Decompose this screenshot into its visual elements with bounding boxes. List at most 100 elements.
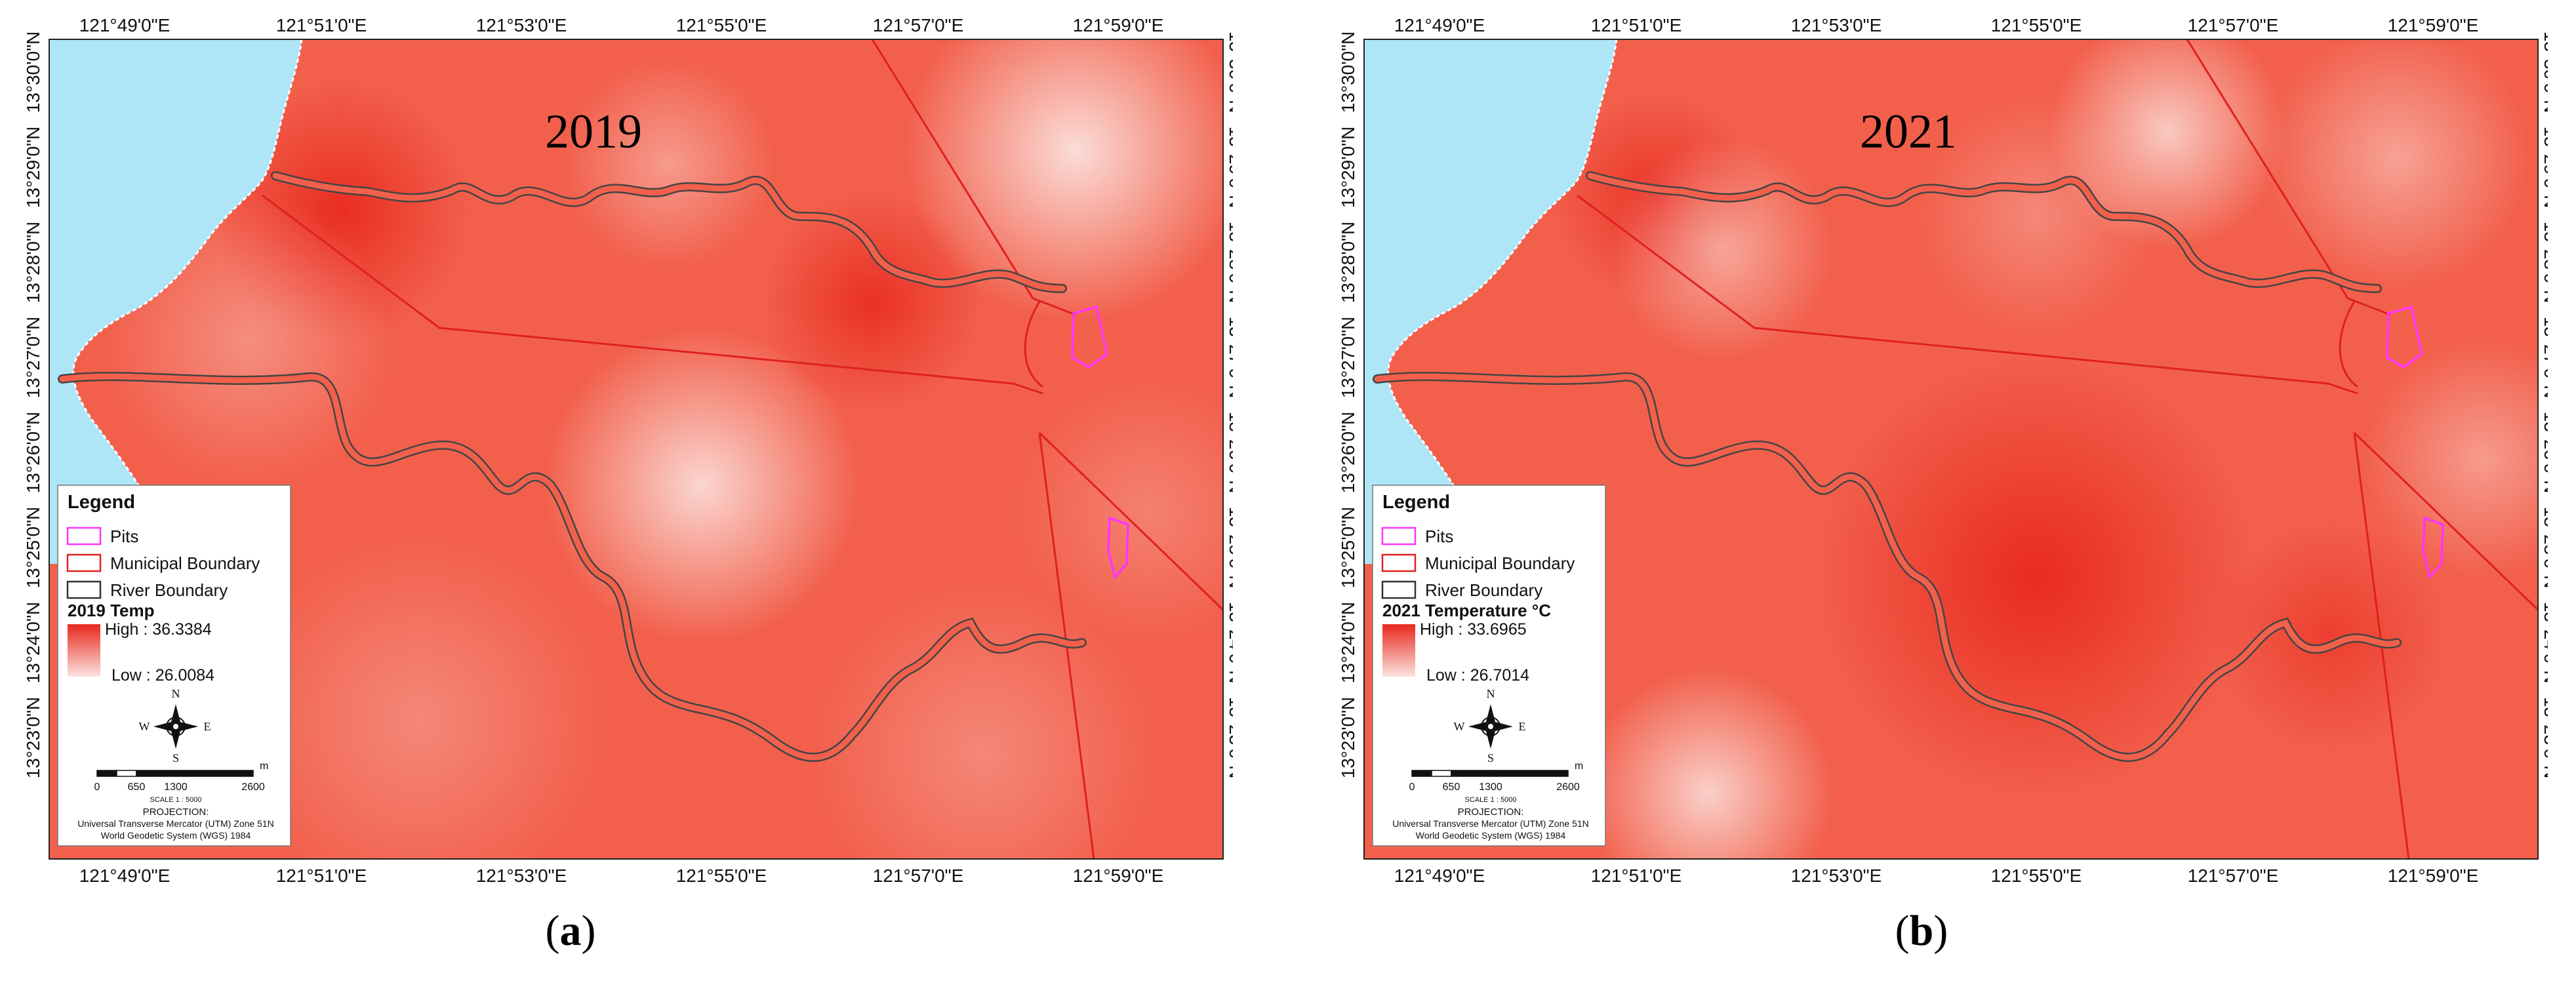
legend-item-2: River Boundary xyxy=(1425,580,1542,600)
scale-segment-0 xyxy=(1411,770,1432,777)
legend-ramp-title: 2021 Temperature °C xyxy=(1382,601,1551,620)
tick-right-2: 13°28'0"N xyxy=(2541,222,2548,304)
legend-swatch-0 xyxy=(66,527,102,546)
legend: Legend Pits Municipal Boundary River Bounda… xyxy=(57,485,291,847)
compass-s: S xyxy=(1487,751,1494,765)
map-panel-b: 2021 121°49'0"E 121°51'0"E 121°53'0"E 121°55… xyxy=(1315,0,2548,996)
municipal-boundary-2 xyxy=(2339,301,2358,388)
projection-title: PROJECTION: xyxy=(143,807,209,818)
tick-bottom-1: 121°51'0"E xyxy=(1591,866,1682,886)
scale-label-1: 650 xyxy=(1443,782,1460,793)
tick-right-6: 13°24'0"N xyxy=(1226,602,1233,684)
tick-bottom-2: 121°53'0"E xyxy=(476,866,567,886)
tick-top-4: 121°57'0"E xyxy=(873,15,964,35)
tick-top-2: 121°53'0"E xyxy=(476,15,567,35)
hotspot-0 xyxy=(1813,354,2259,800)
map-svg-a: 2019 121°49'0"E 121°51'0"E 121°53'0"E 121°55… xyxy=(23,15,1233,886)
coolspot-5 xyxy=(1610,138,1833,361)
municipal-boundary-5 xyxy=(2353,431,2538,611)
tick-right-5: 13°25'0"N xyxy=(1226,507,1233,589)
projection-line-2: World Geodetic System (WGS) 1984 xyxy=(101,830,251,841)
scale-ratio: SCALE 1 : 5000 xyxy=(1465,796,1517,804)
municipal-boundary-1 xyxy=(2347,297,2391,316)
caption-letter-b: b xyxy=(1909,907,1934,955)
municipal-boundary-3 xyxy=(1577,194,2329,385)
tick-right-1: 13°29'0"N xyxy=(1226,127,1233,209)
north-arrow-icon xyxy=(1468,704,1513,749)
tick-right-2: 13°28'0"N xyxy=(1226,222,1233,304)
coolspot-6 xyxy=(1584,669,1833,859)
hotspot-1 xyxy=(761,190,984,413)
scale-segment-2 xyxy=(136,770,176,777)
scale-segment-1 xyxy=(116,770,137,777)
coolspot-3 xyxy=(905,39,1223,321)
tick-right-0: 13°30'0"N xyxy=(2541,31,2548,113)
compass-n: N xyxy=(172,687,180,700)
tick-right-3: 13°27'0"N xyxy=(2541,317,2548,399)
municipal-boundary-0 xyxy=(871,39,1034,299)
legend-item-0: Pits xyxy=(110,527,138,546)
coastline xyxy=(72,39,303,538)
legend-swatch-2 xyxy=(66,580,102,599)
legend-swatch-2 xyxy=(1381,580,1417,599)
compass-s: S xyxy=(172,751,179,765)
scale-bar: 0 650 1300 2600 m xyxy=(94,761,269,793)
projection-line-1: Universal Transverse Mercator (UTM) Zone… xyxy=(77,818,274,829)
sea-area xyxy=(1364,39,1617,564)
sea-area xyxy=(49,39,302,564)
tick-top-3: 121°55'0"E xyxy=(1991,15,2082,35)
tick-bottom-0: 121°49'0"E xyxy=(1394,866,1485,886)
tick-bottom-3: 121°55'0"E xyxy=(676,866,767,886)
scale-label-0: 0 xyxy=(94,782,100,793)
coolspot-6 xyxy=(236,538,603,859)
scale-label-3: 2600 xyxy=(241,782,265,793)
legend-high: High : 36.3384 xyxy=(105,620,212,639)
tick-right-4: 13°26'0"N xyxy=(2541,412,2548,494)
hotspot-2 xyxy=(2213,518,2449,754)
municipal-boundary-2 xyxy=(1024,301,1043,388)
legend-title: Legend xyxy=(1382,492,1450,513)
legend-item-2: River Boundary xyxy=(110,580,228,600)
tick-left-2: 13°28'0"N xyxy=(23,222,43,304)
tick-top-5: 121°59'0"E xyxy=(2388,15,2479,35)
scale-segment-0 xyxy=(96,770,117,777)
tick-top-3: 121°55'0"E xyxy=(676,15,767,35)
scale-segment-3 xyxy=(1490,770,1569,777)
tick-left-4: 13°26'0"N xyxy=(1338,412,1358,494)
year-label: 2019 xyxy=(545,105,642,159)
caption-b: (b) xyxy=(1895,907,1948,955)
coolspot-7 xyxy=(813,584,1154,859)
tick-right-6: 13°24'0"N xyxy=(2541,602,2548,684)
scale-segment-3 xyxy=(175,770,254,777)
legend-ramp xyxy=(1382,624,1415,677)
projection-title: PROJECTION: xyxy=(1458,807,1524,818)
tick-top-0: 121°49'0"E xyxy=(79,15,171,35)
compass-w: W xyxy=(1454,720,1465,733)
scale-label-3: 2600 xyxy=(1556,782,1580,793)
pit-0 xyxy=(2386,305,2423,369)
map-svg-b: 2021 121°49'0"E 121°51'0"E 121°53'0"E 121°55… xyxy=(1338,15,2548,886)
scale-label-0: 0 xyxy=(1409,782,1415,793)
compass-n: N xyxy=(1487,687,1495,700)
compass-e: E xyxy=(1519,720,1526,733)
scale-label-1: 650 xyxy=(128,782,146,793)
municipal-boundary-4 xyxy=(1013,382,1043,395)
legend: Legend Pits Municipal Boundary River Bounda… xyxy=(1372,485,1606,847)
tick-right-7: 13°23'0"N xyxy=(1226,697,1233,779)
compass-w: W xyxy=(139,720,150,733)
tick-left-2: 13°28'0"N xyxy=(1338,222,1358,304)
municipal-boundary-4 xyxy=(2327,382,2358,395)
projection-line-2: World Geodetic System (WGS) 1984 xyxy=(1416,830,1566,841)
legend-swatch-0 xyxy=(1381,527,1417,546)
coolspot-4 xyxy=(564,59,774,269)
legend-title: Legend xyxy=(68,492,135,513)
coastline xyxy=(1387,39,1618,538)
scale-segment-2 xyxy=(1451,770,1491,777)
pit-1 xyxy=(1107,516,1129,580)
legend-low: Low : 26.0084 xyxy=(111,666,214,685)
caption-letter-a: a xyxy=(559,907,582,955)
coolspot-8 xyxy=(1918,98,2154,334)
tick-left-7: 13°23'0"N xyxy=(23,697,43,779)
tick-top-1: 121°51'0"E xyxy=(276,15,367,35)
tick-left-0: 13°30'0"N xyxy=(1338,31,1358,113)
